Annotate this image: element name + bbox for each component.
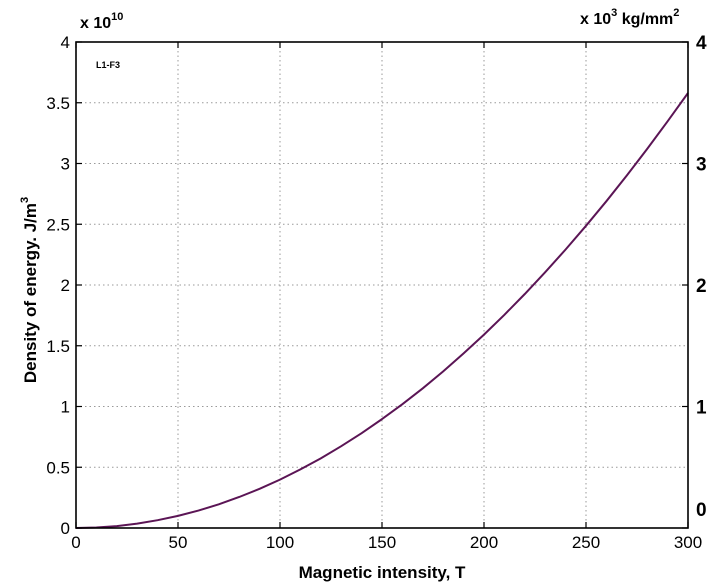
grid-lines [76, 42, 688, 528]
right-tick-label: 1 [696, 398, 707, 419]
x-axis-label: Magnetic intensity, T [299, 563, 466, 582]
y-tick-label: 2 [61, 276, 70, 295]
y-tick-label: 1 [61, 398, 70, 417]
curve-annotation: L1-F3 [96, 60, 120, 70]
x-tick-label: 50 [169, 533, 188, 552]
tick-marks [75, 41, 689, 529]
x-tick-label: 150 [368, 533, 396, 552]
y-tick-label: 1.5 [46, 337, 70, 356]
right-tick-label: 4 [696, 33, 707, 54]
right-axis-unit: x 103 kg/mm2 [580, 7, 679, 28]
y-tick-label: 0 [61, 519, 70, 538]
x-tick-label: 250 [572, 533, 600, 552]
y-tick-label: 4 [61, 33, 70, 52]
y-tick-label: 3 [61, 155, 70, 174]
tick-labels: 0 50 100 150 200 250 300 0 0.5 1 1.5 2 2.5 3 3.5 4 0 1 2 3 4 [46, 33, 707, 552]
right-tick-label: 2 [696, 276, 707, 297]
y-tick-label: 0.5 [46, 458, 70, 477]
plot-area [75, 92, 689, 529]
x-tick-label: 300 [674, 533, 702, 552]
x-tick-label: 0 [71, 533, 80, 552]
x-tick-label: 200 [470, 533, 498, 552]
y-axis-label: Density of energy. J/m3 [19, 197, 40, 383]
right-tick-label: 0 [696, 500, 707, 521]
x-tick-label: 100 [266, 533, 294, 552]
energy-density-curve [75, 92, 689, 529]
y-tick-label: 2.5 [46, 215, 70, 234]
right-tick-label: 3 [696, 155, 707, 176]
y-tick-label: 3.5 [46, 94, 70, 113]
y-axis-multiplier: x 1010 [80, 11, 123, 32]
